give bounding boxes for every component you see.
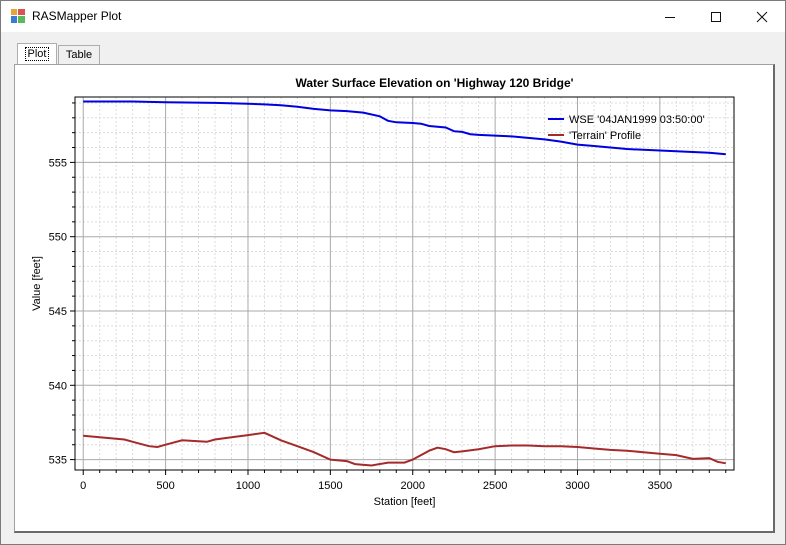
- maximize-icon: [711, 11, 721, 22]
- y-tick-label: 540: [49, 380, 67, 392]
- maximize-button[interactable]: [693, 1, 739, 32]
- y-tick-label: 535: [49, 455, 67, 467]
- x-tick-label: 3500: [648, 480, 672, 492]
- chart[interactable]: 0 500 1000 1500 2000 2500 3000 3500 535 540 545 550…: [15, 65, 773, 531]
- tab-table-label: Table: [65, 49, 93, 61]
- y-tick-label: 550: [49, 232, 67, 244]
- plot-area[interactable]: [75, 97, 734, 470]
- legend-label: 'Terrain' Profile: [569, 130, 641, 142]
- y-tick-label: 545: [49, 306, 67, 318]
- x-tick-label: 0: [80, 480, 86, 492]
- x-tick-label: 500: [156, 480, 174, 492]
- x-tick-label: 1000: [236, 480, 260, 492]
- tab-strip: Plot Table: [14, 43, 774, 65]
- chart-title: Water Surface Elevation on 'Highway 120 …: [295, 76, 573, 90]
- terrain-series-line[interactable]: [83, 431, 726, 467]
- close-icon: [756, 11, 768, 22]
- window-title: RASMapper Plot: [32, 9, 122, 23]
- plot-frame: [74, 96, 735, 471]
- y-axis-label: Value [feet]: [31, 256, 43, 311]
- legend-label: WSE '04JAN1999 03:50:00': [569, 114, 705, 126]
- wse-series-line[interactable]: [83, 100, 726, 156]
- x-tick-label: 1500: [318, 480, 342, 492]
- plot-panel: 0 500 1000 1500 2000 2500 3000 3500 535 540 545 550…: [14, 64, 775, 533]
- x-axis-label: Station [feet]: [374, 496, 436, 508]
- tab-plot-label: Plot: [24, 47, 50, 61]
- minimize-icon: [665, 16, 675, 18]
- rasmapper-app-icon: [11, 9, 25, 23]
- minimize-button[interactable]: [647, 1, 693, 32]
- y-tick-label: 555: [49, 157, 67, 169]
- title-bar[interactable]: RASMapper Plot: [1, 1, 785, 32]
- x-tick-label: 2500: [483, 480, 507, 492]
- tab-table[interactable]: Table: [58, 45, 100, 64]
- x-tick-label: 3000: [565, 480, 589, 492]
- tab-plot[interactable]: Plot: [17, 43, 57, 64]
- x-tick-label: 2000: [400, 480, 424, 492]
- close-button[interactable]: [739, 1, 785, 32]
